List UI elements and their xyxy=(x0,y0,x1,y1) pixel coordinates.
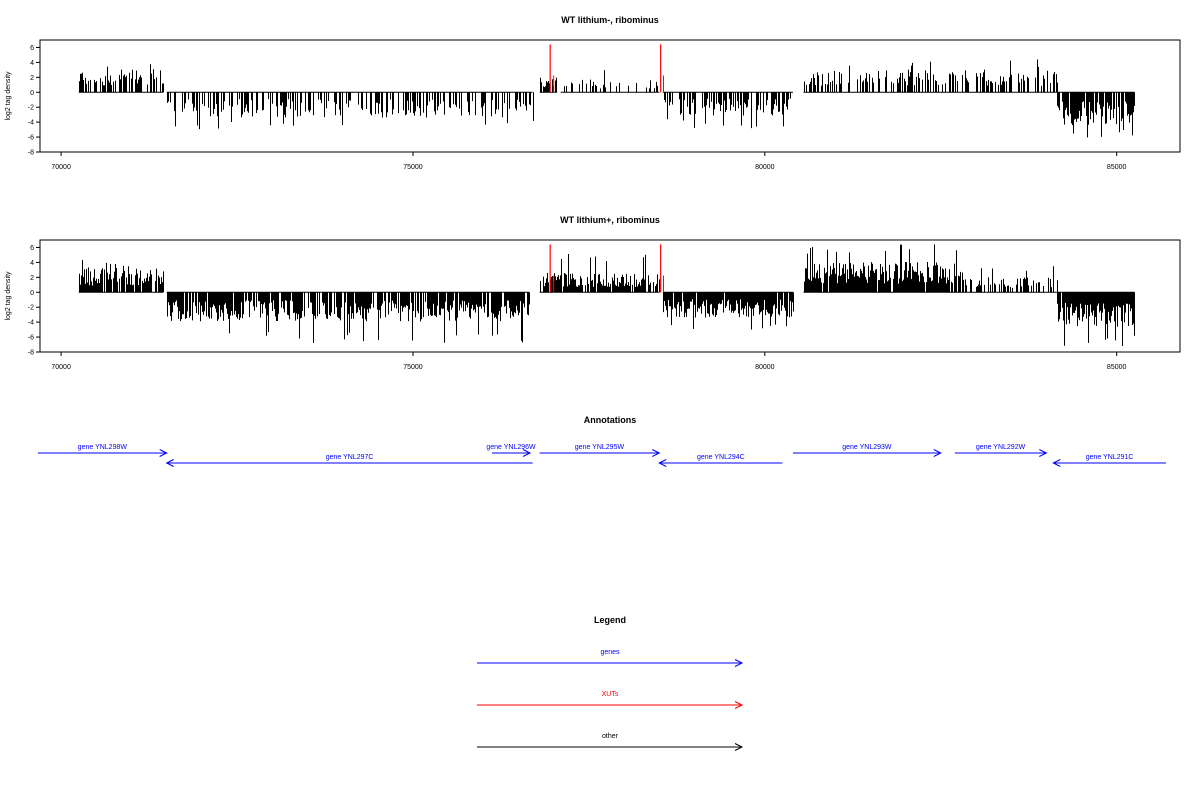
x-tick-label: 80000 xyxy=(755,164,775,171)
y-tick-label: -8 xyxy=(28,350,34,357)
legend-items: genes XUTs other xyxy=(477,649,744,751)
y-tick-label: 6 xyxy=(30,245,34,252)
x-tick-label: 85000 xyxy=(1107,364,1127,371)
arrowhead-left xyxy=(1052,459,1061,467)
x-tick-label: 80000 xyxy=(755,364,775,371)
arrowhead-right xyxy=(933,449,942,457)
arrowhead-right xyxy=(159,449,168,457)
legend-label: XUTs xyxy=(602,691,619,698)
gene-label: gene YNL298W xyxy=(78,444,128,451)
legend: Legend genes XUTs other xyxy=(477,615,744,751)
x-tick-label: 75000 xyxy=(403,164,423,171)
x-axis: 70000 75000 80000 85000 xyxy=(51,152,1127,171)
y-axis: 6 4 2 0 -2 -4 -6 -8 xyxy=(28,245,40,357)
x-tick-label: 70000 xyxy=(51,364,71,371)
y-tick-label: -4 xyxy=(28,320,34,327)
y-axis-label: log2 tag density xyxy=(5,71,12,121)
arrowhead-left xyxy=(165,459,174,467)
y-tick-label: 6 xyxy=(30,45,34,52)
annotations-title: Annotations xyxy=(584,415,637,425)
gene-label: gene YNL291C xyxy=(1086,454,1134,461)
y-tick-label: -2 xyxy=(28,105,34,112)
y-tick-label: -4 xyxy=(28,120,34,127)
x-tick-label: 85000 xyxy=(1107,164,1127,171)
gene-arrows: gene YNL298W gene YNL297C gene YNL296W gene… xyxy=(38,444,1166,467)
gene-label: gene YNL293W xyxy=(842,444,892,451)
arrowhead-right xyxy=(1039,449,1048,457)
density-panel-lithium-minus: WT lithium-, ribominus log2 tag density … xyxy=(5,15,1181,171)
y-tick-label: -8 xyxy=(28,150,34,157)
legend-label: genes xyxy=(600,649,620,656)
y-axis-label: log2 tag density xyxy=(5,271,12,321)
arrowhead-right xyxy=(522,449,532,457)
y-tick-label: 2 xyxy=(30,75,34,82)
density-bars xyxy=(78,244,1135,347)
gene-label: gene YNL294C xyxy=(697,454,745,461)
x-axis: 70000 75000 80000 85000 xyxy=(51,352,1127,371)
y-tick-label: 4 xyxy=(30,60,34,67)
legend-arrowhead xyxy=(734,659,744,667)
gene-label: gene YNL297C xyxy=(326,454,374,461)
y-tick-label: -2 xyxy=(28,305,34,312)
plot-frame xyxy=(39,239,1181,353)
y-tick-label: 4 xyxy=(30,260,34,267)
y-tick-label: 0 xyxy=(30,290,34,297)
x-tick-label: 70000 xyxy=(51,164,71,171)
y-tick-label: -6 xyxy=(28,335,34,342)
gene-label: gene YNL296W xyxy=(486,444,536,451)
y-tick-label: -6 xyxy=(28,135,34,142)
legend-arrowhead xyxy=(734,701,744,709)
legend-arrowhead xyxy=(734,743,744,751)
panel-title: WT lithium+, ribominus xyxy=(560,215,660,225)
y-axis: 6 4 2 0 -2 -4 -6 -8 xyxy=(28,45,40,157)
plot-frame xyxy=(39,39,1181,153)
legend-label: other xyxy=(602,733,619,740)
gene-label: gene YNL295W xyxy=(575,444,625,451)
x-tick-label: 75000 xyxy=(403,364,423,371)
arrowhead-right xyxy=(652,449,661,457)
gene-label: gene YNL292W xyxy=(976,444,1026,451)
y-tick-label: 2 xyxy=(30,275,34,282)
density-panel-lithium-plus: WT lithium+, ribominus log2 tag density … xyxy=(5,215,1181,371)
arrowhead-left xyxy=(658,459,667,467)
y-tick-label: 0 xyxy=(30,90,34,97)
legend-title: Legend xyxy=(594,615,626,625)
density-bars xyxy=(78,44,1135,138)
panel-title: WT lithium-, ribominus xyxy=(561,15,659,25)
